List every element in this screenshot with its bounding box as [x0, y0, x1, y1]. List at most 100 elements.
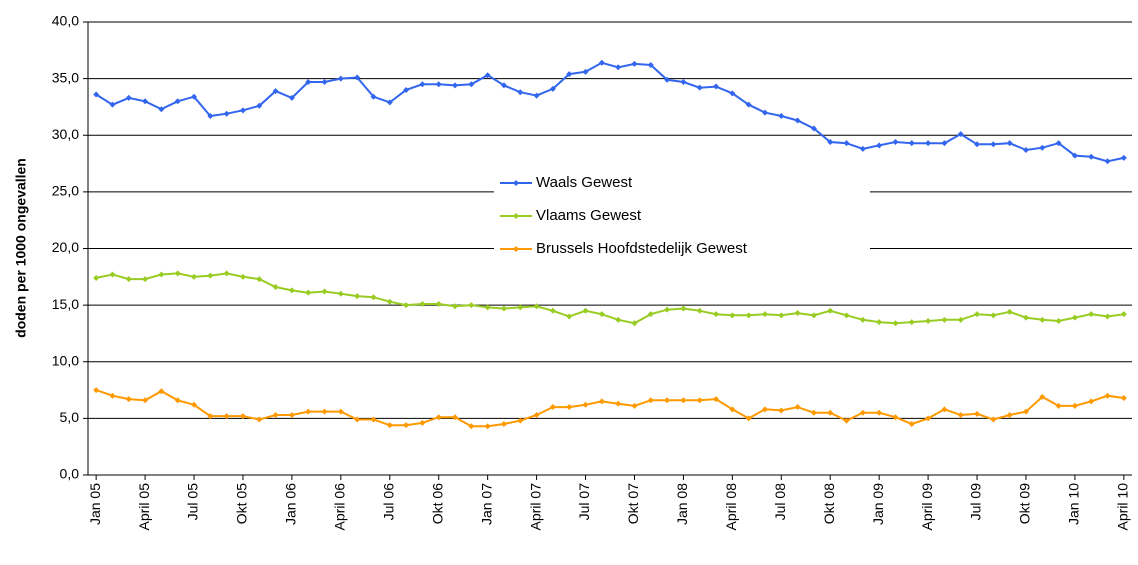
point — [843, 312, 850, 319]
legend-label: Vlaams Gewest — [536, 207, 642, 224]
point — [566, 71, 573, 78]
point — [566, 313, 573, 320]
point — [272, 284, 279, 291]
point — [533, 303, 540, 310]
point — [1104, 158, 1111, 165]
point — [1006, 308, 1013, 315]
x-tick-label: Okt 08 — [821, 483, 837, 524]
point — [452, 414, 459, 421]
point — [517, 89, 524, 96]
point — [615, 400, 622, 407]
x-tick-label: April 05 — [136, 483, 152, 531]
point — [566, 404, 573, 411]
point — [925, 317, 932, 324]
point — [1022, 408, 1029, 415]
point — [957, 411, 964, 418]
point — [1104, 392, 1111, 399]
point — [892, 414, 899, 421]
point — [517, 304, 524, 311]
point — [93, 274, 100, 281]
point — [419, 300, 426, 307]
legend-box — [494, 165, 870, 265]
legend-marker — [513, 213, 519, 219]
point — [859, 145, 866, 152]
x-tick-label: April 08 — [723, 483, 739, 531]
point — [827, 409, 834, 416]
y-tick-label: 10,0 — [52, 352, 79, 368]
point — [794, 310, 801, 317]
point — [582, 68, 589, 75]
x-tick-label: Okt 09 — [1017, 483, 1033, 524]
point — [680, 397, 687, 404]
point — [500, 421, 507, 428]
point — [239, 273, 246, 280]
point — [1055, 140, 1062, 147]
point — [941, 316, 948, 323]
point — [761, 109, 768, 116]
point — [1104, 313, 1111, 320]
y-tick-label: 25,0 — [52, 183, 79, 199]
point — [288, 287, 295, 294]
point — [810, 312, 817, 319]
point — [305, 79, 312, 86]
point — [337, 290, 344, 297]
point — [778, 112, 785, 119]
point — [239, 107, 246, 114]
legend: Waals Gewest Vlaams Gewest Brussels Hoofds… — [494, 165, 870, 265]
point — [1071, 152, 1078, 159]
point — [908, 319, 915, 326]
point — [713, 396, 720, 403]
point — [615, 64, 622, 71]
point — [696, 307, 703, 314]
x-tick-label: Jul 06 — [380, 483, 396, 521]
point — [664, 76, 671, 83]
point — [1071, 402, 1078, 409]
point — [1055, 402, 1062, 409]
point — [761, 311, 768, 318]
point — [174, 397, 181, 404]
point — [321, 408, 328, 415]
point — [435, 414, 442, 421]
point — [207, 112, 214, 119]
x-tick-label: Jan 05 — [87, 483, 103, 525]
point — [631, 60, 638, 67]
point — [370, 93, 377, 100]
point — [664, 397, 671, 404]
point — [794, 117, 801, 124]
point — [125, 94, 132, 101]
point — [354, 293, 361, 300]
point — [1120, 154, 1127, 161]
x-tick-label: April 10 — [1115, 483, 1131, 531]
point — [582, 307, 589, 314]
point — [354, 416, 361, 423]
point — [321, 79, 328, 86]
point — [745, 415, 752, 422]
legend-marker — [513, 246, 519, 252]
point — [827, 139, 834, 146]
point — [680, 79, 687, 86]
point — [1120, 394, 1127, 401]
point — [598, 311, 605, 318]
series-line — [95, 389, 1124, 428]
point — [484, 423, 491, 430]
point — [859, 316, 866, 323]
point — [484, 72, 491, 79]
point — [1006, 140, 1013, 147]
point — [925, 415, 932, 422]
y-tick-label: 35,0 — [52, 69, 79, 85]
point — [386, 298, 393, 305]
point — [191, 401, 198, 408]
point — [435, 300, 442, 307]
point — [500, 305, 507, 312]
point — [696, 397, 703, 404]
point — [745, 101, 752, 108]
point — [207, 272, 214, 279]
point — [223, 110, 230, 117]
point — [158, 271, 165, 278]
point — [729, 90, 736, 97]
point — [256, 416, 263, 423]
point — [729, 312, 736, 319]
point — [925, 140, 932, 147]
